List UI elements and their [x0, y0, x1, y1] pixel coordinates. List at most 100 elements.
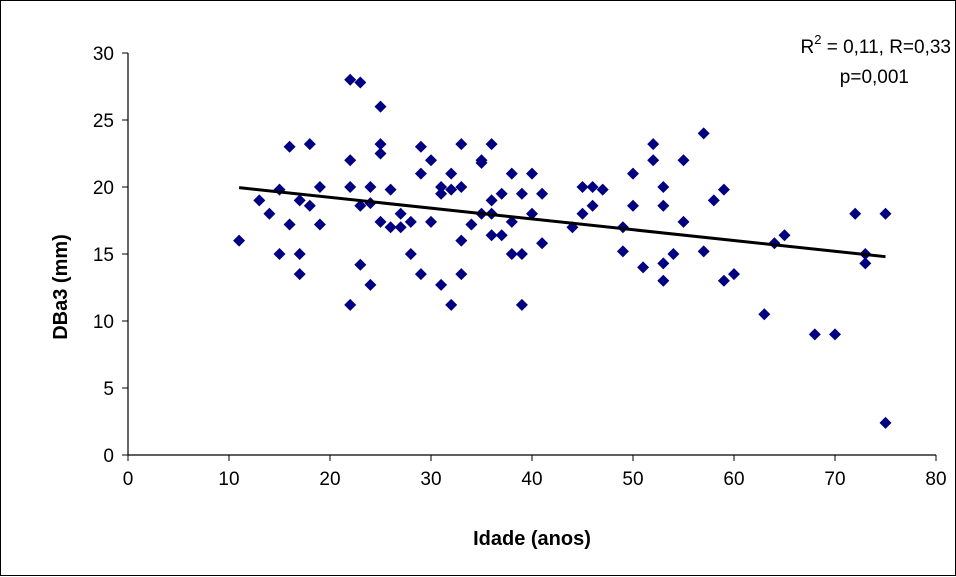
- x-tick-label: 0: [123, 469, 134, 490]
- data-point: [293, 268, 306, 281]
- data-point: [394, 221, 407, 234]
- data-point: [576, 207, 589, 220]
- data-point: [384, 183, 397, 196]
- data-point: [485, 194, 498, 207]
- data-point: [677, 154, 690, 167]
- data-point: [808, 328, 821, 341]
- data-point: [253, 194, 266, 207]
- data-point: [313, 181, 326, 193]
- data-point: [445, 167, 458, 180]
- data-point: [445, 183, 458, 196]
- data-point: [263, 207, 276, 220]
- data-point: [364, 278, 377, 291]
- data-point: [414, 268, 427, 281]
- data-point: [637, 261, 650, 274]
- data-point: [354, 76, 367, 89]
- data-point: [404, 215, 417, 228]
- data-point: [303, 199, 316, 212]
- data-point: [414, 167, 427, 180]
- data-point: [435, 181, 448, 193]
- x-tick-label: 10: [218, 469, 239, 490]
- y-tick-label: 0: [103, 446, 114, 467]
- y-axis-title: DBa3 (mm): [50, 234, 72, 340]
- data-point: [303, 138, 316, 151]
- data-point: [596, 183, 609, 196]
- data-point: [414, 140, 427, 153]
- data-point: [425, 154, 437, 167]
- x-tick-label: 20: [319, 469, 340, 490]
- data-point: [526, 207, 538, 220]
- data-point: [384, 221, 397, 234]
- data-point: [616, 245, 629, 258]
- x-tick-label: 70: [824, 469, 845, 490]
- data-point: [758, 308, 771, 321]
- data-point: [495, 229, 508, 242]
- data-point: [657, 181, 670, 193]
- y-tick-label: 20: [93, 178, 114, 199]
- data-point: [354, 258, 367, 271]
- data-point: [485, 229, 498, 242]
- data-point: [657, 199, 670, 212]
- data-point: [455, 181, 468, 193]
- data-point: [586, 199, 599, 212]
- x-tick-label: 30: [420, 469, 441, 490]
- data-point: [435, 278, 448, 291]
- data-point: [647, 138, 660, 151]
- data-point: [697, 245, 710, 258]
- data-point: [505, 215, 518, 228]
- data-point: [586, 181, 599, 193]
- r2-prefix: R: [800, 37, 814, 58]
- data-point: [627, 167, 639, 180]
- r2-rest: = 0,11, R=0,33: [821, 37, 951, 58]
- data-point: [778, 229, 791, 242]
- data-point: [657, 274, 670, 287]
- data-point: [728, 268, 740, 281]
- r2-superscript: 2: [814, 32, 821, 47]
- x-axis-title: Idade (anos): [473, 528, 591, 550]
- data-point: [475, 156, 488, 169]
- data-point: [374, 147, 387, 160]
- data-point: [526, 167, 538, 180]
- data-point: [273, 248, 286, 260]
- data-point: [374, 100, 387, 113]
- data-point: [394, 207, 407, 220]
- data-point: [515, 298, 528, 311]
- trendline-group: [238, 186, 886, 259]
- data-point: [233, 234, 246, 247]
- data-point: [515, 248, 528, 260]
- data-point: [536, 187, 549, 200]
- data-point: [627, 199, 639, 212]
- data-point: [657, 257, 670, 270]
- data-point: [435, 187, 448, 200]
- data-point: [717, 183, 730, 196]
- data-point: [455, 138, 468, 151]
- x-tick-label: 60: [723, 469, 744, 490]
- data-point: [293, 248, 306, 260]
- x-tick-label: 40: [521, 469, 542, 490]
- y-tick-label: 30: [93, 44, 114, 65]
- data-point: [717, 274, 730, 287]
- data-point: [293, 194, 306, 207]
- data-point: [829, 328, 841, 341]
- data-point: [677, 215, 690, 228]
- data-point: [364, 181, 377, 193]
- data-point: [576, 181, 589, 193]
- data-point: [849, 207, 862, 220]
- x-tick-label: 50: [622, 469, 643, 490]
- chart-text: DBa3 (mm) Idade (anos) R2 = 0,11, R=0,33…: [50, 32, 951, 550]
- y-tick-label: 10: [93, 312, 114, 333]
- data-point: [697, 127, 710, 140]
- regression-stats: R2 = 0,11, R=0,33: [800, 32, 951, 58]
- data-point: [283, 140, 296, 153]
- data-point: [344, 73, 357, 86]
- data-point: [465, 218, 478, 231]
- data-point: [425, 215, 437, 228]
- data-point: [313, 218, 326, 231]
- data-point: [707, 194, 720, 207]
- data-point: [344, 298, 357, 311]
- data-point: [495, 187, 508, 200]
- data-point: [374, 138, 387, 151]
- data-point: [404, 248, 417, 260]
